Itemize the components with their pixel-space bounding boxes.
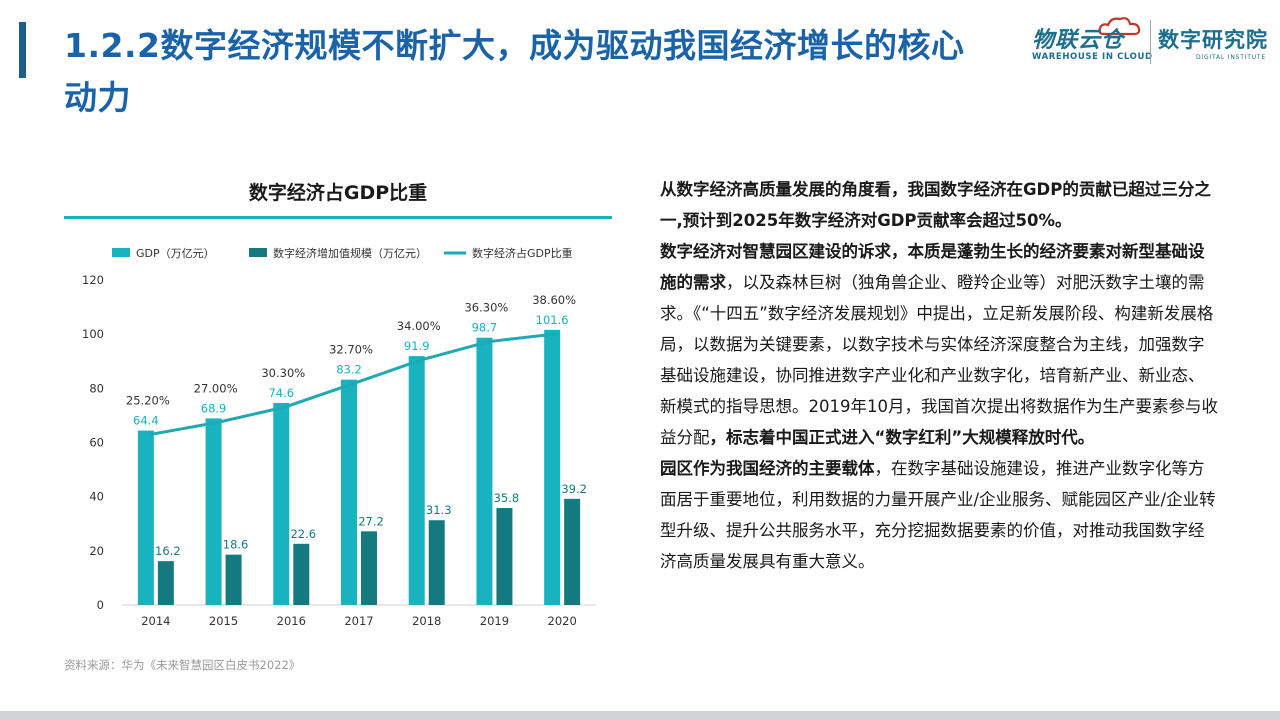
logo-right-en: DIGITAL INSTITUTE [1196, 54, 1266, 61]
source-note: 资料来源：华为《未来智慧园区白皮书2022》 [64, 658, 301, 672]
logo-left-en: WAREHOUSE IN CLOUD [1032, 52, 1153, 62]
bar-gdp-label: 68.9 [201, 401, 227, 415]
paragraph-3-bold: 园区作为我国经济的主要载体 [660, 459, 875, 478]
x-tick-label: 2015 [209, 614, 238, 628]
paragraph-1: 从数字经济高质量发展的角度看，我国数字经济在GDP的贡献已超过三分之一,预计到2… [660, 180, 1211, 230]
x-tick-label: 2014 [141, 614, 170, 628]
bar-digital-2015 [225, 554, 242, 605]
share-label: 38.60% [532, 293, 576, 307]
bar-gdp-2014 [137, 430, 154, 605]
bar-gdp-label: 91.9 [404, 339, 430, 353]
y-tick-label: 60 [89, 436, 104, 450]
cloud-icon [1098, 17, 1141, 36]
share-label: 34.00% [397, 319, 441, 333]
paragraph-3-text: ，在数字基础设施建设，推进产业数字化等方面居于重要地位，利用数据的力量开展产业/… [660, 459, 1216, 571]
bar-gdp-label: 64.4 [133, 414, 159, 428]
bar-digital-label: 31.3 [426, 503, 452, 517]
footer-bar [0, 711, 1280, 720]
logo-divider [1150, 20, 1151, 64]
legend-swatch-0 [112, 248, 130, 257]
bar-digital-label: 16.2 [155, 544, 181, 558]
brand-logos: 物联云仓 WAREHOUSE IN CLOUD 数字研究院 DIGITAL IN… [1028, 14, 1268, 70]
y-tick-label: 80 [89, 381, 104, 395]
x-tick-label: 2016 [277, 614, 306, 628]
bar-gdp-2018 [408, 356, 425, 605]
bar-digital-2018 [428, 520, 445, 605]
share-label: 36.30% [464, 301, 508, 315]
body-text: 从数字经济高质量发展的角度看，我国数字经济在GDP的贡献已超过三分之一,预计到2… [660, 174, 1220, 577]
share-label: 32.70% [329, 343, 373, 357]
share-line [149, 332, 557, 437]
bar-gdp-label: 83.2 [336, 363, 362, 377]
legend-label-0: GDP（万亿元） [136, 247, 215, 260]
paragraph-2-bold: 数字经济对智慧园区建设的诉求，本质是蓬勃生长的经济要素对新型基础设施的需求 [660, 242, 1205, 292]
bar-digital-label: 18.6 [223, 538, 249, 552]
x-tick-label: 2018 [412, 614, 441, 628]
bar-gdp-2017 [341, 379, 357, 605]
bar-gdp-2015 [205, 418, 222, 605]
share-label: 30.30% [261, 366, 305, 380]
y-tick-label: 40 [89, 490, 104, 504]
x-tick-label: 2019 [480, 614, 509, 628]
logo-right-cn: 数字研究院 [1158, 28, 1268, 52]
share-label: 25.20% [126, 394, 170, 408]
chart-title: 数字经济占GDP比重 [248, 182, 428, 204]
bar-gdp-2016 [273, 402, 290, 605]
bar-gdp-2019 [476, 337, 493, 605]
bar-digital-label: 39.2 [561, 482, 587, 496]
y-tick-label: 20 [89, 544, 104, 558]
legend-label-1: 数字经济增加值规模（万亿元） [273, 246, 427, 260]
bar-gdp-label: 98.7 [472, 321, 498, 335]
legend-swatch-1 [249, 248, 267, 257]
x-tick-label: 2020 [548, 614, 577, 628]
x-tick-label: 2017 [344, 614, 373, 628]
title-accent-bar [19, 22, 26, 78]
chart-title-rule [64, 216, 612, 219]
y-tick-label: 0 [97, 598, 104, 612]
digital-institute-logo: 数字研究院 DIGITAL INSTITUTE [1156, 14, 1268, 70]
bar-gdp-label: 101.6 [536, 313, 569, 327]
chart-panel: 数字经济占GDP比重 GDP（万亿元） 数字经济增加值规模（万亿元） 数字经济占GD… [64, 170, 612, 652]
bar-digital-2020 [564, 498, 581, 605]
bar-gdp-2020 [544, 329, 561, 605]
bar-digital-label: 35.8 [494, 491, 520, 505]
paragraph-2-text: ，以及森林巨树（独角兽企业、瞪羚企业等）对肥沃数字土壤的需求。《“十四五”数字经… [660, 273, 1218, 447]
logo-left-cn: 物联云仓 [1032, 28, 1125, 53]
page-title: 1.2.2数字经济规模不断扩大，成为驱动我国经济增长的核心动力 [64, 26, 965, 117]
bar-digital-2017 [361, 531, 377, 605]
bar-digital-label: 27.2 [358, 514, 384, 528]
y-tick-label: 100 [82, 327, 104, 341]
bar-gdp-label: 74.6 [268, 386, 294, 400]
bar-digital-2014 [157, 561, 174, 605]
bar-digital-label: 22.6 [290, 527, 316, 541]
bar-digital-2016 [293, 543, 310, 605]
share-label: 27.00% [194, 381, 238, 395]
warehouse-in-cloud-logo: 物联云仓 WAREHOUSE IN CLOUD [1028, 14, 1152, 70]
bar-digital-2019 [496, 508, 513, 605]
paragraph-2-bold-end: ，标志着中国正式进入“数字红利”大规模释放时代。 [709, 428, 1095, 447]
y-tick-label: 120 [82, 273, 104, 287]
legend-label-2: 数字经济占GDP比重 [472, 246, 573, 260]
digital-economy-chart: GDP（万亿元） 数字经济增加值规模（万亿元） 数字经济占GDP比重 0 20 40 60 8… [82, 246, 596, 628]
